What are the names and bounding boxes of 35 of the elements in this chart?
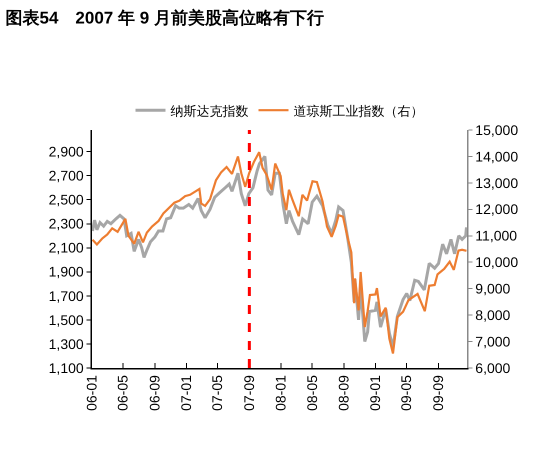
- y2-tick-label: 15,000: [475, 122, 518, 138]
- x-tick-label: 08-09: [336, 374, 352, 411]
- y-tick-label: 1,300: [48, 336, 84, 352]
- x-tick-label: 06-01: [84, 374, 100, 411]
- y2-tick-label: 8,000: [475, 307, 511, 324]
- x-tick-label: 08-01: [272, 374, 288, 411]
- x-tick-label: 09-01: [367, 374, 384, 411]
- x-tick-label: 07-01: [178, 374, 194, 411]
- x-tick-label: 06-05: [114, 374, 131, 411]
- x-tick-label: 06-09: [146, 374, 162, 411]
- y-tick-label: 1,900: [48, 264, 84, 280]
- y2-tick-label: 7,000: [475, 333, 511, 350]
- y-tick-label: 1,700: [48, 288, 84, 304]
- chart-title: 图表54 2007 年 9 月前美股高位略有下行: [6, 8, 324, 28]
- y-tick-label: 1,500: [48, 312, 84, 328]
- y2-tick-label: 14,000: [475, 148, 518, 164]
- y-tick-label: 1,100: [48, 360, 84, 376]
- y-tick-label: 2,300: [48, 216, 84, 232]
- x-tick-label: 09-09: [430, 374, 446, 411]
- y-tick-label: 2,900: [48, 144, 84, 160]
- y-tick-label: 2,500: [48, 192, 84, 208]
- y2-tick-label: 10,000: [475, 254, 518, 270]
- y2-tick-label: 12,000: [475, 201, 518, 218]
- y-tick-label: 2,700: [48, 168, 84, 184]
- legend-label: 道琼斯工业指数（右）: [294, 103, 424, 118]
- x-tick-label: 08-05: [304, 374, 320, 411]
- y2-tick-label: 11,000: [475, 228, 518, 244]
- x-tick-label: 07-09: [240, 374, 257, 411]
- legend-label: 纳斯达克指数: [170, 103, 248, 118]
- y-tick-label: 2,100: [48, 240, 84, 256]
- y2-tick-label: 9,000: [475, 280, 511, 297]
- x-tick-label: 09-05: [398, 374, 414, 411]
- y2-tick-label: 6,000: [475, 360, 511, 376]
- x-tick-label: 07-05: [209, 374, 226, 411]
- y2-tick-label: 13,000: [475, 174, 518, 191]
